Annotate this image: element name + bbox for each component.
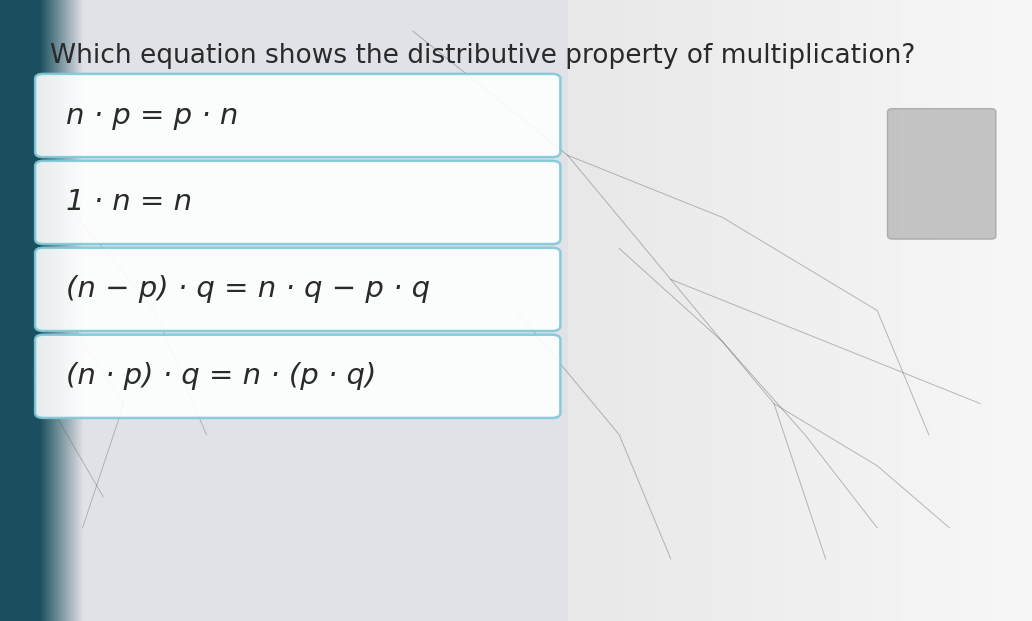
FancyBboxPatch shape xyxy=(35,161,560,244)
FancyBboxPatch shape xyxy=(35,248,560,331)
Text: 1 · n = n: 1 · n = n xyxy=(66,188,192,217)
FancyBboxPatch shape xyxy=(35,74,560,157)
Text: n · p = p · n: n · p = p · n xyxy=(66,101,238,130)
Text: (n − p) · q = n · q − p · q: (n − p) · q = n · q − p · q xyxy=(66,275,430,304)
FancyBboxPatch shape xyxy=(35,335,560,418)
Text: Which equation shows the distributive property of multiplication?: Which equation shows the distributive pr… xyxy=(50,43,915,70)
Text: (n · p) · q = n · (p · q): (n · p) · q = n · (p · q) xyxy=(66,362,377,391)
FancyBboxPatch shape xyxy=(888,109,996,239)
